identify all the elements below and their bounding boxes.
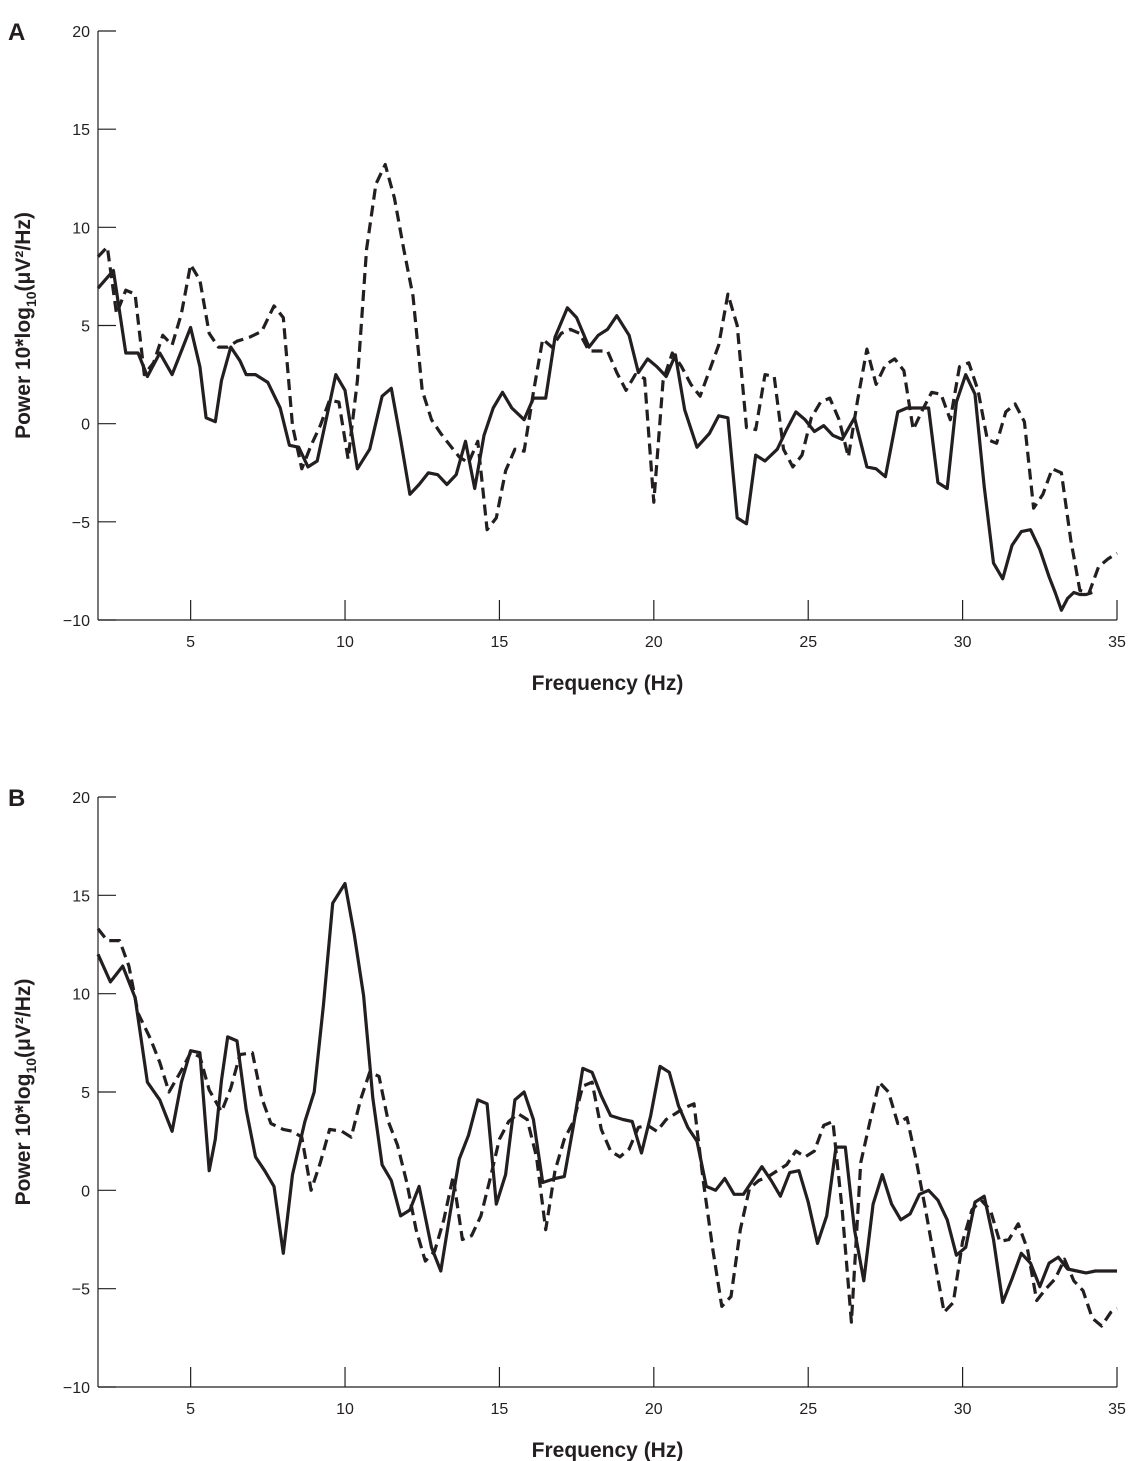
y-axis-title-suffix: (μV²/Hz) <box>12 212 35 291</box>
x-tick-label: 20 <box>645 634 663 651</box>
x-tick-label: 25 <box>799 1401 817 1418</box>
x-tick-label: 15 <box>491 1401 509 1418</box>
chart-panel-b: B −10 −5 0 5 10 15 20 5 10 15 20 25 30 35 Frequency (Hz… <box>8 785 1126 1461</box>
y-tick-label: −10 <box>63 1380 90 1397</box>
y-axis-title: Power 10*log10(μV²/Hz) <box>12 212 39 439</box>
panel-label: B <box>8 785 25 812</box>
y-tick-label: 10 <box>72 220 90 237</box>
x-tick-label: 30 <box>954 1401 972 1418</box>
x-axis-title: Frequency (Hz) <box>532 672 684 695</box>
panel-label: A <box>8 19 25 46</box>
y-tick-label: −10 <box>63 613 90 630</box>
y-tick-label: 20 <box>72 790 90 807</box>
y-axis-title-prefix: Power 10*log <box>12 1074 35 1206</box>
series-line-solid <box>96 881 1117 1305</box>
chart-panel-a: A −10 −5 0 5 10 15 20 5 10 15 20 25 30 35 Frequency (Hz… <box>8 19 1126 695</box>
y-tick-label: 0 <box>81 417 90 434</box>
x-tick-label: 5 <box>186 1401 195 1418</box>
x-tick-label: 5 <box>186 634 195 651</box>
y-axis-title: Power 10*log10(μV²/Hz) <box>12 979 39 1206</box>
y-axis-title-suffix: (μV²/Hz) <box>12 979 35 1058</box>
x-tick-label: 10 <box>336 1401 354 1418</box>
y-tick-label: 15 <box>72 888 90 905</box>
y-tick-label: 20 <box>72 24 90 41</box>
x-tick-label: 30 <box>954 634 972 651</box>
y-tick-label: 5 <box>81 1085 90 1102</box>
x-tick-label: 15 <box>491 634 509 651</box>
x-tick-label: 35 <box>1108 634 1126 651</box>
series-line-dashed <box>96 162 1118 595</box>
x-tick-label: 10 <box>336 634 354 651</box>
y-axis-title-subscript: 10 <box>23 1058 39 1074</box>
y-tick-label: −5 <box>72 515 90 532</box>
y-tick-label: 0 <box>81 1183 90 1200</box>
x-axis-title: Frequency (Hz) <box>532 1439 684 1461</box>
x-tick-label: 25 <box>799 634 817 651</box>
y-tick-label: −5 <box>72 1282 90 1299</box>
x-tick-label: 35 <box>1108 1401 1126 1418</box>
y-tick-label: 10 <box>72 987 90 1004</box>
y-axis-title-subscript: 10 <box>23 291 39 307</box>
y-tick-label: 5 <box>81 319 90 336</box>
y-axis-title-prefix: Power 10*log <box>12 307 35 439</box>
series-line-dashed <box>96 927 1118 1328</box>
y-tick-label: 15 <box>72 122 90 139</box>
series-line-solid <box>96 268 1093 612</box>
x-tick-label: 20 <box>645 1401 663 1418</box>
